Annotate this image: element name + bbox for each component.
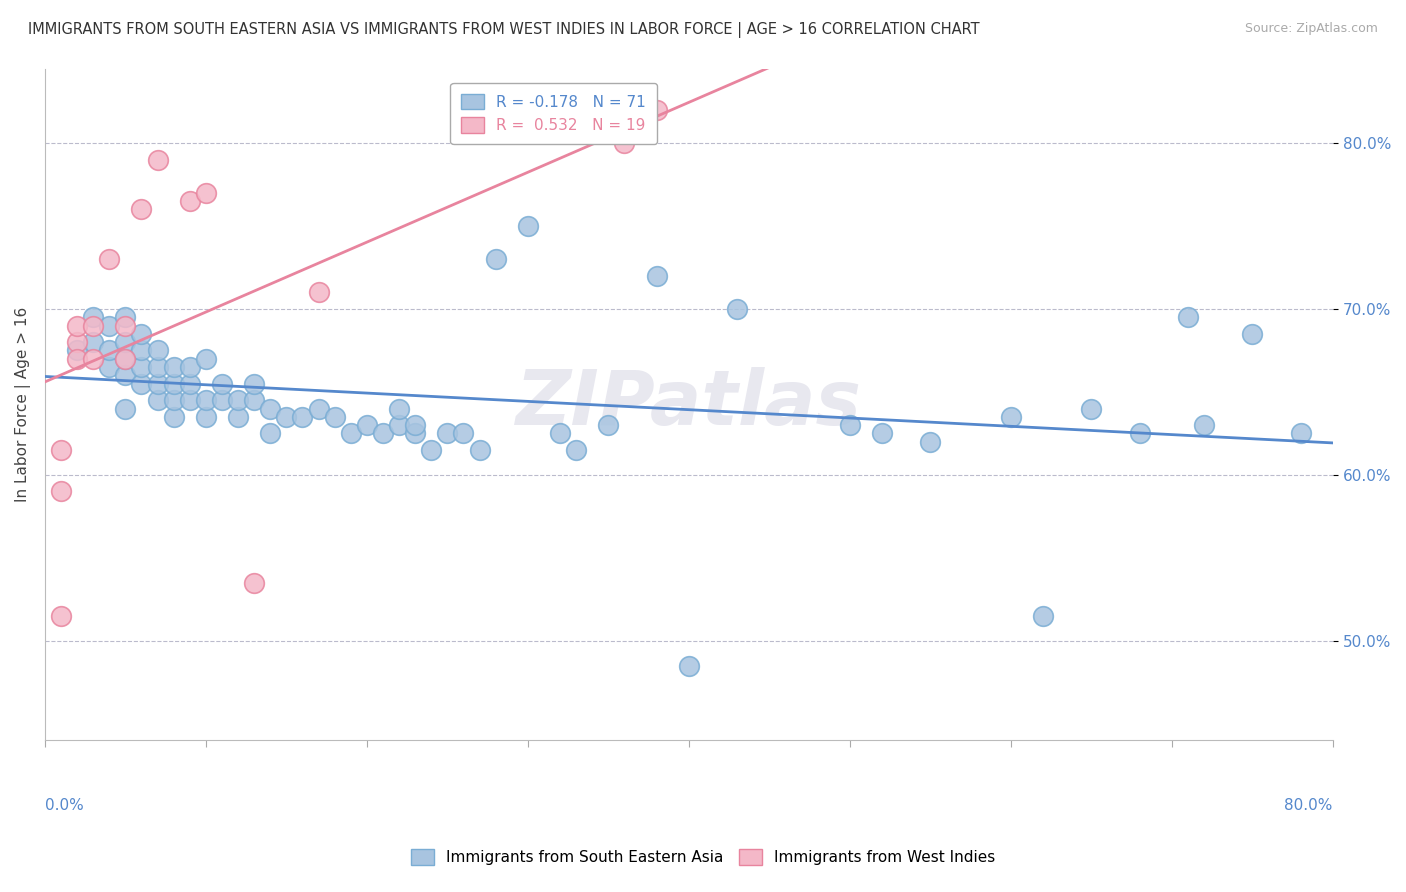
Point <box>194 186 217 200</box>
Point <box>98 252 121 267</box>
Point <box>436 426 458 441</box>
Point <box>146 153 169 167</box>
Point <box>131 359 153 374</box>
Point <box>179 376 201 391</box>
Point <box>259 426 281 441</box>
Point <box>838 418 860 433</box>
Point <box>645 268 668 283</box>
Point <box>131 376 153 391</box>
Point <box>308 401 330 416</box>
Point <box>194 351 217 366</box>
Point <box>49 608 72 623</box>
Point <box>98 359 121 374</box>
Point <box>82 318 104 333</box>
Point <box>49 484 72 499</box>
Point <box>82 335 104 350</box>
Point <box>146 343 169 358</box>
Point <box>388 418 411 433</box>
Point <box>1032 608 1054 623</box>
Point <box>339 426 361 441</box>
Point <box>1289 426 1312 441</box>
Point <box>66 335 89 350</box>
Point <box>356 418 378 433</box>
Point <box>920 434 942 449</box>
Point <box>516 219 538 233</box>
Point <box>468 442 491 457</box>
Point <box>194 393 217 408</box>
Point <box>163 393 186 408</box>
Point <box>66 318 89 333</box>
Point <box>179 194 201 209</box>
Point <box>82 310 104 325</box>
Point <box>163 376 186 391</box>
Point <box>163 359 186 374</box>
Point <box>613 136 636 150</box>
Point <box>870 426 893 441</box>
Point <box>598 418 620 433</box>
Point <box>179 359 201 374</box>
Point <box>114 351 136 366</box>
Point <box>131 202 153 217</box>
Point <box>1000 409 1022 424</box>
Y-axis label: In Labor Force | Age > 16: In Labor Force | Age > 16 <box>15 307 31 502</box>
Point <box>243 376 266 391</box>
Text: IMMIGRANTS FROM SOUTH EASTERN ASIA VS IMMIGRANTS FROM WEST INDIES IN LABOR FORCE: IMMIGRANTS FROM SOUTH EASTERN ASIA VS IM… <box>28 22 980 38</box>
Point <box>243 393 266 408</box>
Point <box>211 393 233 408</box>
Point <box>66 351 89 366</box>
Point <box>645 103 668 117</box>
Text: ZIPatlas: ZIPatlas <box>516 368 862 442</box>
Point <box>276 409 298 424</box>
Point <box>1129 426 1152 441</box>
Point <box>211 376 233 391</box>
Point <box>420 442 443 457</box>
Point <box>404 426 426 441</box>
Point <box>114 335 136 350</box>
Text: 0.0%: 0.0% <box>45 798 83 814</box>
Point <box>243 575 266 590</box>
Point <box>114 368 136 383</box>
Legend: R = -0.178   N = 71, R =  0.532   N = 19: R = -0.178 N = 71, R = 0.532 N = 19 <box>450 83 657 144</box>
Point <box>1177 310 1199 325</box>
Point <box>678 658 700 673</box>
Point <box>565 442 588 457</box>
Point <box>114 318 136 333</box>
Point <box>226 393 249 408</box>
Point <box>163 409 186 424</box>
Point <box>548 426 571 441</box>
Point <box>146 359 169 374</box>
Point <box>114 310 136 325</box>
Point <box>114 401 136 416</box>
Text: Source: ZipAtlas.com: Source: ZipAtlas.com <box>1244 22 1378 36</box>
Point <box>82 351 104 366</box>
Point <box>98 343 121 358</box>
Point <box>49 442 72 457</box>
Text: 80.0%: 80.0% <box>1285 798 1333 814</box>
Point <box>1080 401 1102 416</box>
Point <box>146 393 169 408</box>
Point <box>1192 418 1215 433</box>
Point <box>453 426 475 441</box>
Point <box>131 326 153 341</box>
Point <box>485 252 508 267</box>
Point <box>114 351 136 366</box>
Point <box>388 401 411 416</box>
Point <box>226 409 249 424</box>
Legend: Immigrants from South Eastern Asia, Immigrants from West Indies: Immigrants from South Eastern Asia, Immi… <box>405 843 1001 871</box>
Point <box>725 301 748 316</box>
Point <box>1241 326 1264 341</box>
Point <box>179 393 201 408</box>
Point <box>131 343 153 358</box>
Point <box>259 401 281 416</box>
Point <box>194 409 217 424</box>
Point <box>323 409 346 424</box>
Point <box>66 343 89 358</box>
Point <box>404 418 426 433</box>
Point <box>98 318 121 333</box>
Point <box>371 426 394 441</box>
Point <box>308 285 330 300</box>
Point <box>146 376 169 391</box>
Point <box>291 409 314 424</box>
